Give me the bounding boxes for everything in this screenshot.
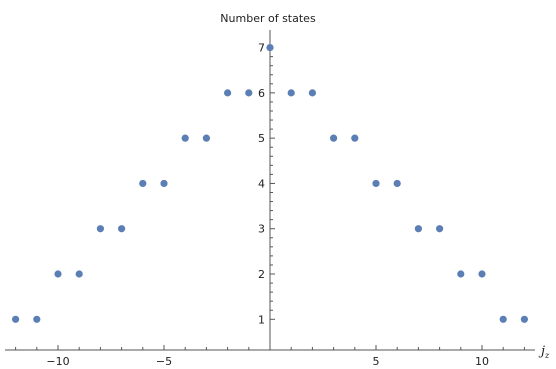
y-tick-label: 1 <box>258 313 265 326</box>
y-tick-label: 6 <box>258 87 265 100</box>
data-point <box>478 270 486 278</box>
data-point <box>499 315 507 323</box>
chart-title: Number of states <box>220 12 316 25</box>
data-point <box>308 89 316 97</box>
data-point <box>224 89 232 97</box>
y-tick-label: 3 <box>258 223 265 236</box>
x-tick-label: 5 <box>373 355 380 368</box>
data-point <box>118 225 126 233</box>
data-point <box>372 179 380 188</box>
y-tick-label: 7 <box>258 42 265 55</box>
data-point <box>160 179 168 188</box>
data-point <box>393 179 401 188</box>
x-axis-label-main: j <box>538 344 545 359</box>
x-axis-label: jz <box>538 344 550 360</box>
data-point <box>202 134 210 142</box>
x-tick-label: −5 <box>156 355 172 368</box>
data-points <box>12 43 529 323</box>
data-point <box>245 89 253 97</box>
x-tick-label: −10 <box>46 355 69 368</box>
data-point <box>33 315 41 323</box>
data-point <box>54 270 62 278</box>
y-tick-label: 2 <box>258 268 265 281</box>
data-point <box>436 225 444 233</box>
axes <box>5 30 535 351</box>
data-point <box>75 270 83 278</box>
data-point <box>266 43 274 52</box>
data-point <box>520 315 529 323</box>
data-point <box>96 225 104 233</box>
data-point <box>139 179 147 188</box>
data-point <box>457 270 465 278</box>
y-tick-label: 5 <box>258 132 265 145</box>
x-ticks: −10 −5 5 10 <box>15 345 525 368</box>
x-tick-label: 10 <box>475 355 489 368</box>
y-ticks: 1 2 3 4 5 6 7 <box>258 42 275 326</box>
data-point <box>414 225 422 233</box>
y-tick-label: 4 <box>258 177 265 190</box>
data-point <box>181 134 189 142</box>
x-axis-label-sub: z <box>544 351 550 360</box>
data-point <box>12 315 20 323</box>
data-point <box>330 134 338 142</box>
data-point <box>351 134 359 142</box>
data-point <box>287 89 295 97</box>
